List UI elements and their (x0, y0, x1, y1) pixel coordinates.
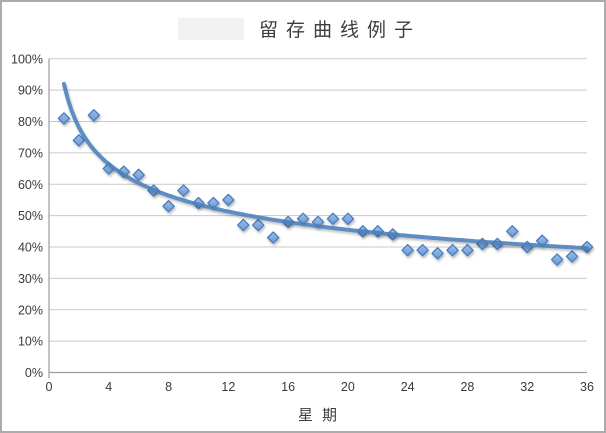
y-tick-labels: 0% 10% 20% 30% 40% 50% 60% 70% 80% 90% 100% (11, 52, 43, 380)
title-highlight-box (178, 18, 244, 40)
data-point-marker (237, 218, 250, 232)
x-tick-labels: 0 4 8 12 16 20 24 28 32 36 (46, 380, 594, 394)
y-tick-label: 10% (18, 335, 43, 349)
data-point-marker (57, 112, 71, 125)
data-point-marker (87, 109, 101, 122)
x-tick-label: 16 (281, 380, 295, 394)
chart-title: 留存曲线例子 (259, 20, 422, 41)
x-tick-label: 28 (460, 380, 474, 394)
data-point-marker (341, 212, 355, 226)
y-tick-label: 100% (11, 52, 43, 66)
x-tick-label: 4 (105, 380, 112, 394)
power-trendline (61, 81, 589, 251)
data-point-marker (251, 218, 265, 232)
data-point-marker (222, 193, 235, 207)
x-tick-label: 0 (46, 380, 53, 394)
x-tick-label: 32 (520, 380, 534, 394)
data-point-marker (446, 243, 459, 257)
y-tick-label: 40% (18, 241, 43, 255)
x-tick-label: 36 (580, 380, 594, 394)
y-tick-label: 50% (18, 209, 43, 223)
data-point-marker (550, 253, 564, 266)
y-tick-label: 70% (18, 146, 43, 160)
data-point-marker (326, 212, 340, 226)
y-tick-label: 80% (18, 115, 43, 129)
x-tick-label: 24 (401, 380, 415, 394)
axes (48, 58, 587, 378)
data-point-marker (431, 247, 444, 260)
data-point-marker (401, 243, 414, 257)
x-axis-title: 星期 (298, 407, 347, 424)
data-point-marker (162, 199, 175, 213)
y-tick-label: 20% (18, 303, 43, 317)
gridlines (49, 58, 587, 342)
x-tick-label: 12 (221, 380, 235, 394)
y-tick-label: 60% (18, 178, 43, 192)
data-point-marker (266, 231, 280, 244)
y-tick-label: 30% (18, 272, 43, 286)
y-tick-label: 0% (25, 366, 43, 380)
data-point-marker (461, 243, 474, 257)
data-point-marker (565, 250, 579, 263)
y-tick-label: 90% (18, 84, 43, 98)
data-point-marker (506, 225, 519, 238)
data-point-marker (177, 184, 190, 197)
x-tick-label: 20 (341, 380, 355, 394)
data-point-marker (416, 243, 429, 257)
x-tick-label: 8 (165, 380, 172, 394)
data-point-marker (72, 134, 86, 147)
data-point-marker (132, 168, 145, 182)
